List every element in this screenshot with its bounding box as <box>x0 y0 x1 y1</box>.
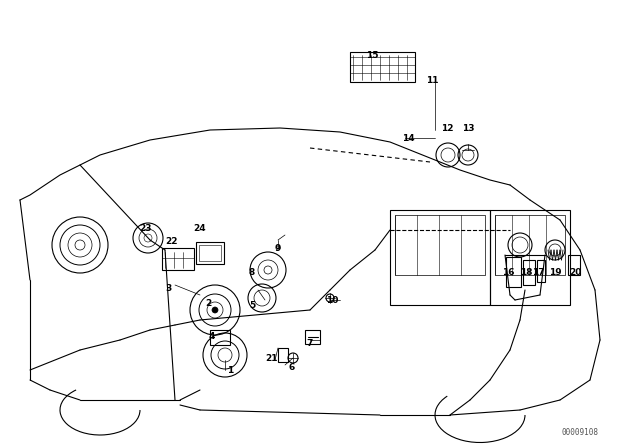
Text: 13: 13 <box>461 124 474 133</box>
Bar <box>199 245 221 261</box>
Bar <box>390 210 490 305</box>
Text: 19: 19 <box>548 267 561 276</box>
Text: 17: 17 <box>532 267 544 276</box>
Bar <box>537 260 545 282</box>
Bar <box>210 330 230 345</box>
Text: 24: 24 <box>194 224 206 233</box>
Bar <box>490 210 570 305</box>
Text: 15: 15 <box>365 51 378 60</box>
Bar <box>350 52 415 82</box>
Text: 5: 5 <box>249 301 255 310</box>
Bar <box>162 248 194 270</box>
Text: 9: 9 <box>275 244 281 253</box>
Text: 1: 1 <box>227 366 233 375</box>
Text: 18: 18 <box>520 267 532 276</box>
Text: 2: 2 <box>205 298 211 307</box>
Bar <box>278 348 288 362</box>
Bar <box>395 215 485 275</box>
Text: 00009108: 00009108 <box>561 427 598 436</box>
Text: 23: 23 <box>139 224 151 233</box>
Text: 10: 10 <box>326 296 338 305</box>
Text: 22: 22 <box>166 237 179 246</box>
Text: 14: 14 <box>402 134 414 142</box>
Text: 20: 20 <box>569 267 581 276</box>
Bar <box>495 215 565 275</box>
Text: 3: 3 <box>165 284 171 293</box>
Bar <box>305 330 320 344</box>
Text: 21: 21 <box>266 353 278 362</box>
Text: 8: 8 <box>249 267 255 276</box>
Circle shape <box>212 307 218 313</box>
Bar <box>523 260 535 285</box>
Text: 4: 4 <box>209 332 215 340</box>
Bar <box>568 255 580 275</box>
Text: 7: 7 <box>307 339 313 348</box>
Text: 11: 11 <box>426 76 438 85</box>
Text: 6: 6 <box>289 362 295 371</box>
Bar <box>196 242 224 264</box>
Bar <box>506 257 521 287</box>
Text: 16: 16 <box>502 267 515 276</box>
Text: 12: 12 <box>441 124 453 133</box>
